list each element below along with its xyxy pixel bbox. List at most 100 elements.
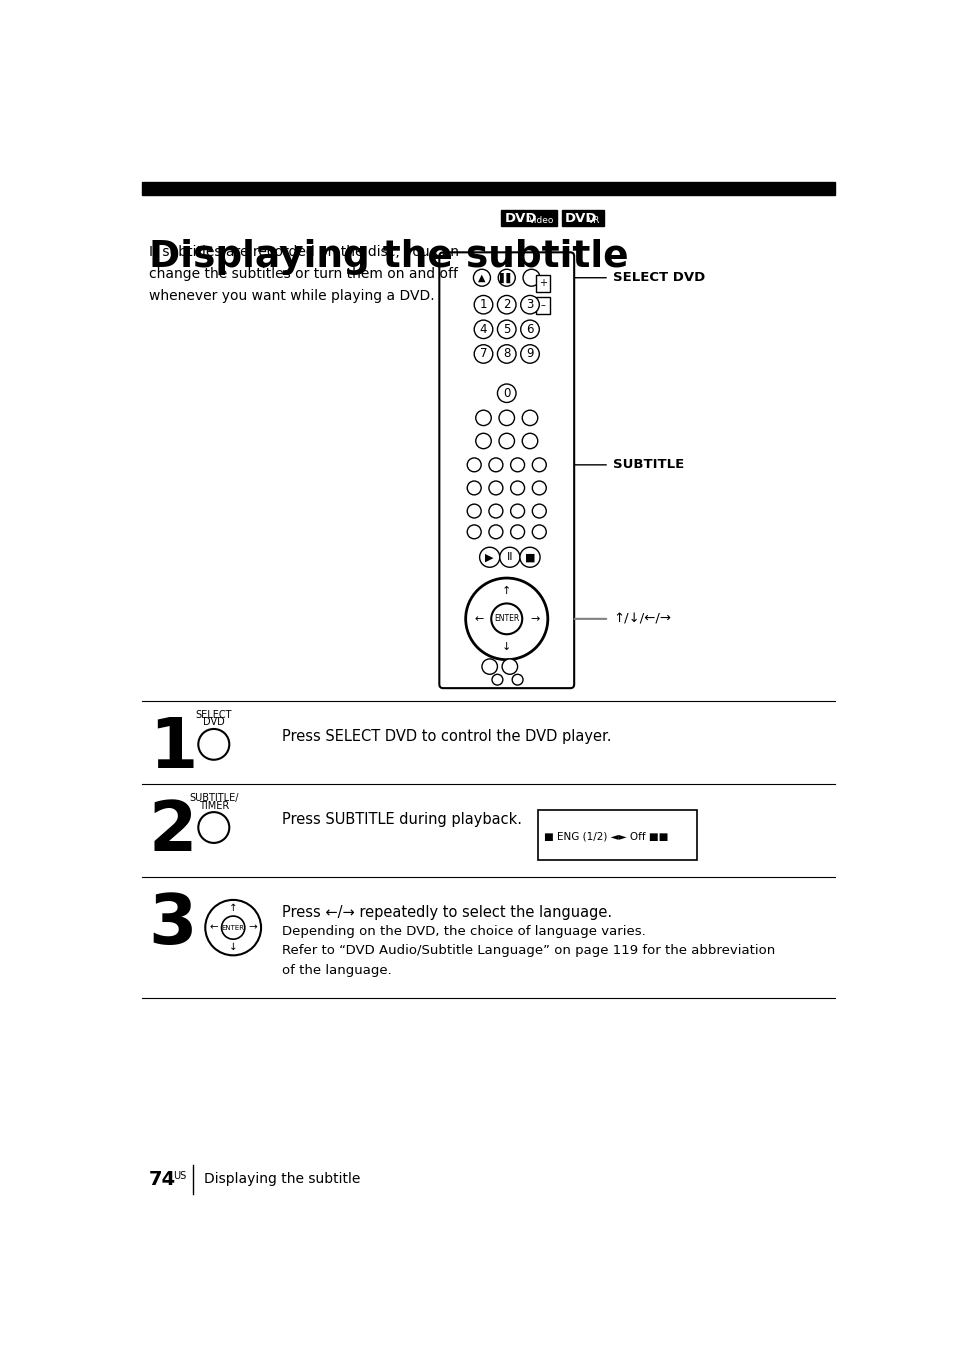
- Bar: [537, 810, 696, 860]
- Text: ■: ■: [524, 552, 535, 562]
- Text: DVD: DVD: [203, 718, 225, 727]
- Circle shape: [510, 458, 524, 472]
- Text: SELECT DVD: SELECT DVD: [612, 272, 704, 284]
- Circle shape: [492, 675, 502, 685]
- Text: –: –: [540, 300, 545, 311]
- Bar: [536, 297, 550, 314]
- Text: 3: 3: [526, 299, 533, 311]
- Circle shape: [501, 658, 517, 675]
- Text: Displaying the subtitle: Displaying the subtitle: [204, 1172, 360, 1187]
- Text: DVD: DVD: [504, 212, 537, 226]
- Bar: [561, 210, 603, 226]
- Text: 6: 6: [526, 323, 533, 335]
- Circle shape: [465, 579, 547, 660]
- Text: 2: 2: [502, 299, 510, 311]
- Text: SUBTITLE/: SUBTITLE/: [189, 792, 238, 803]
- Circle shape: [467, 481, 480, 495]
- Text: ▌▌: ▌▌: [498, 273, 514, 283]
- Circle shape: [198, 813, 229, 842]
- Text: ←: ←: [210, 922, 218, 933]
- Circle shape: [481, 658, 497, 675]
- Text: 1: 1: [149, 715, 196, 781]
- Circle shape: [497, 345, 516, 364]
- Text: Press ←/→ repeatedly to select the language.: Press ←/→ repeatedly to select the langu…: [282, 904, 612, 919]
- Text: Press SUBTITLE during playback.: Press SUBTITLE during playback.: [282, 813, 521, 827]
- Circle shape: [476, 410, 491, 426]
- Text: 4: 4: [479, 323, 487, 335]
- Text: ENTER: ENTER: [494, 614, 518, 623]
- Text: ↑: ↑: [501, 587, 511, 596]
- Circle shape: [497, 384, 516, 403]
- Circle shape: [520, 296, 538, 314]
- Circle shape: [497, 320, 516, 338]
- Text: 8: 8: [502, 347, 510, 361]
- Circle shape: [491, 603, 521, 634]
- Circle shape: [498, 433, 514, 449]
- Text: 9: 9: [526, 347, 533, 361]
- Circle shape: [476, 433, 491, 449]
- Circle shape: [532, 481, 546, 495]
- Bar: [500, 210, 557, 226]
- Circle shape: [474, 320, 493, 338]
- Circle shape: [473, 269, 490, 287]
- Circle shape: [198, 729, 229, 760]
- Text: 0: 0: [502, 387, 510, 400]
- Text: 2: 2: [149, 798, 197, 865]
- Circle shape: [498, 410, 514, 426]
- Text: 5: 5: [502, 323, 510, 335]
- Circle shape: [519, 548, 539, 568]
- Circle shape: [467, 504, 480, 518]
- Circle shape: [522, 269, 539, 287]
- Bar: [142, 183, 835, 195]
- Text: If subtitles are recorded on the disc, you can
change the subtitles or turn them: If subtitles are recorded on the disc, y…: [149, 246, 458, 303]
- Text: ←: ←: [474, 614, 483, 623]
- Circle shape: [520, 320, 538, 338]
- Text: US: US: [172, 1171, 186, 1180]
- Circle shape: [488, 458, 502, 472]
- Circle shape: [205, 900, 261, 956]
- Circle shape: [488, 504, 502, 518]
- Text: 3: 3: [149, 891, 197, 957]
- Text: →: →: [248, 922, 256, 933]
- Text: ■ ENG (1/2) ◄► Off ■■: ■ ENG (1/2) ◄► Off ■■: [543, 831, 668, 841]
- Circle shape: [497, 269, 515, 287]
- Text: ENTER: ENTER: [221, 925, 244, 930]
- Text: Depending on the DVD, the choice of language varies.
Refer to “DVD Audio/Subtitl: Depending on the DVD, the choice of lang…: [282, 925, 775, 976]
- Circle shape: [510, 504, 524, 518]
- Circle shape: [532, 458, 546, 472]
- Text: 1: 1: [479, 299, 487, 311]
- Circle shape: [499, 548, 519, 568]
- Text: ▶: ▶: [485, 552, 494, 562]
- Text: SELECT: SELECT: [195, 710, 232, 719]
- Circle shape: [488, 481, 502, 495]
- Circle shape: [521, 410, 537, 426]
- Text: ▲: ▲: [477, 273, 485, 283]
- Circle shape: [512, 675, 522, 685]
- Text: ↑/↓/←/→: ↑/↓/←/→: [612, 612, 670, 626]
- FancyBboxPatch shape: [439, 253, 574, 688]
- Text: +: +: [538, 279, 547, 288]
- Circle shape: [474, 345, 493, 364]
- Circle shape: [221, 917, 245, 940]
- Circle shape: [474, 296, 493, 314]
- Circle shape: [497, 296, 516, 314]
- Text: 7: 7: [479, 347, 487, 361]
- Text: II: II: [506, 552, 513, 562]
- Circle shape: [479, 548, 499, 568]
- Text: 74: 74: [149, 1169, 175, 1188]
- Text: SUBTITLE: SUBTITLE: [612, 458, 683, 472]
- Circle shape: [520, 345, 538, 364]
- Text: ↑: ↑: [229, 903, 237, 914]
- Text: TIMER: TIMER: [198, 800, 229, 811]
- Text: DVD: DVD: [564, 212, 597, 226]
- Text: VR: VR: [587, 216, 599, 224]
- Circle shape: [467, 525, 480, 538]
- Bar: [536, 274, 550, 292]
- Circle shape: [488, 525, 502, 538]
- Circle shape: [532, 504, 546, 518]
- Text: Video: Video: [528, 216, 554, 224]
- Circle shape: [521, 433, 537, 449]
- Text: ↓: ↓: [229, 942, 237, 952]
- Circle shape: [510, 481, 524, 495]
- Text: →: →: [530, 614, 538, 623]
